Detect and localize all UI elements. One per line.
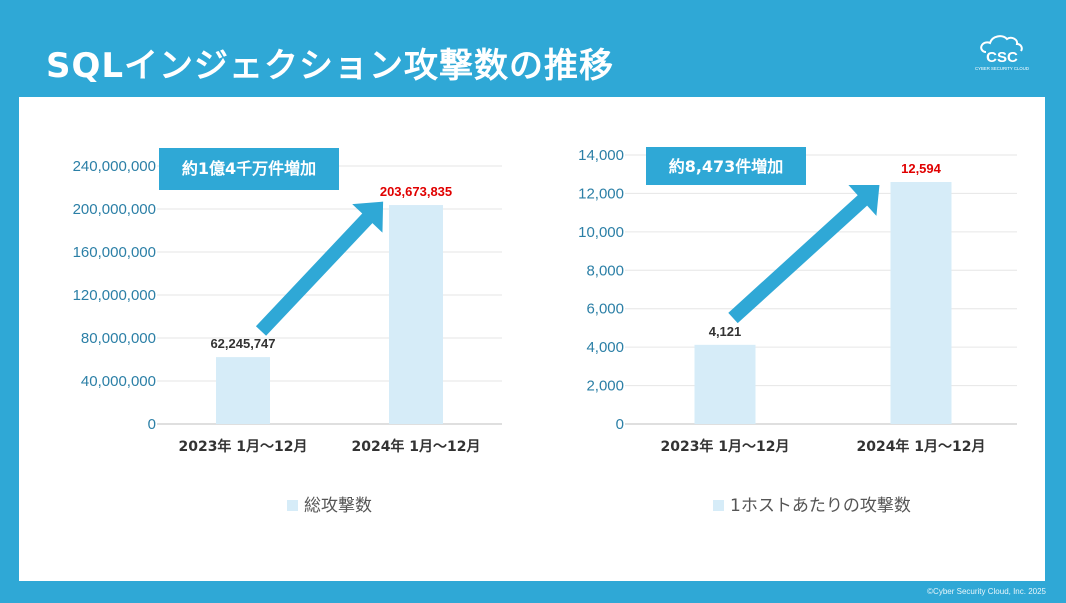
callout-box [646, 147, 806, 185]
data-label: 4,121 [709, 324, 742, 339]
bar [890, 182, 952, 424]
category-label: 2024年 1月～12月 [351, 438, 480, 455]
legend-label: 1ホストあたりの攻撃数 [730, 496, 911, 516]
copyright: ©Cyber Security Cloud, Inc. 2025 [927, 587, 1046, 596]
y-tick-label: 4,000 [586, 339, 624, 356]
y-tick-label: 6,000 [586, 301, 624, 318]
callout-text: 約8,473件増加 [669, 157, 784, 176]
legend-swatch [287, 500, 298, 511]
data-label: 12,594 [901, 161, 942, 176]
csc-logo: CSC CYBER SECURITY CLOUD [972, 30, 1032, 72]
y-tick-label: 14,000 [578, 147, 624, 164]
bar [694, 344, 756, 424]
y-tick-label: 2,000 [586, 378, 624, 395]
y-tick-label: 160,000,000 [73, 244, 156, 261]
y-tick-label: 0 [616, 416, 624, 433]
category-label: 2023年 1月～12月 [660, 438, 789, 455]
y-tick-label: 80,000,000 [81, 330, 156, 347]
y-tick-label: 200,000,000 [73, 201, 156, 218]
y-tick-label: 0 [148, 416, 156, 433]
data-label: 62,245,747 [210, 336, 275, 351]
callout-box [159, 148, 339, 190]
logo-subtext: CYBER SECURITY CLOUD [975, 66, 1029, 71]
bar [389, 205, 443, 424]
y-tick-label: 12,000 [578, 185, 624, 202]
y-tick-label: 8,000 [586, 262, 624, 279]
data-label: 203,673,835 [380, 184, 452, 199]
logo-text: CSC [986, 49, 1018, 66]
bar [216, 357, 270, 424]
slide-title: SQLインジェクション攻撃数の推移 [46, 46, 615, 86]
y-tick-label: 120,000,000 [73, 287, 156, 304]
y-tick-label: 40,000,000 [81, 373, 156, 390]
chart-attacks-per-host: 0 2,000 4,000 6,000 8,000 10,000 12,000 14,000 4… [578, 147, 1017, 516]
legend-swatch [713, 500, 724, 511]
y-tick-label: 240,000,000 [73, 158, 156, 175]
category-label: 2024年 1月～12月 [856, 438, 985, 455]
y-tick-label: 10,000 [578, 224, 624, 241]
legend-label: 総攻撃数 [304, 496, 372, 516]
chart-total-attacks: 0 40,000,000 80,000,000 120,000,000 160,000,… [73, 148, 502, 516]
cloud-icon: CSC CYBER SECURITY CLOUD [975, 35, 1029, 71]
callout-text: 約1億4千万件増加 [182, 159, 316, 178]
trend-arrow [255, 201, 384, 336]
trend-arrow [728, 184, 880, 324]
category-label: 2023年 1月～12月 [178, 438, 307, 455]
content-panel: 0 40,000,000 80,000,000 120,000,000 160,000,… [19, 97, 1045, 581]
